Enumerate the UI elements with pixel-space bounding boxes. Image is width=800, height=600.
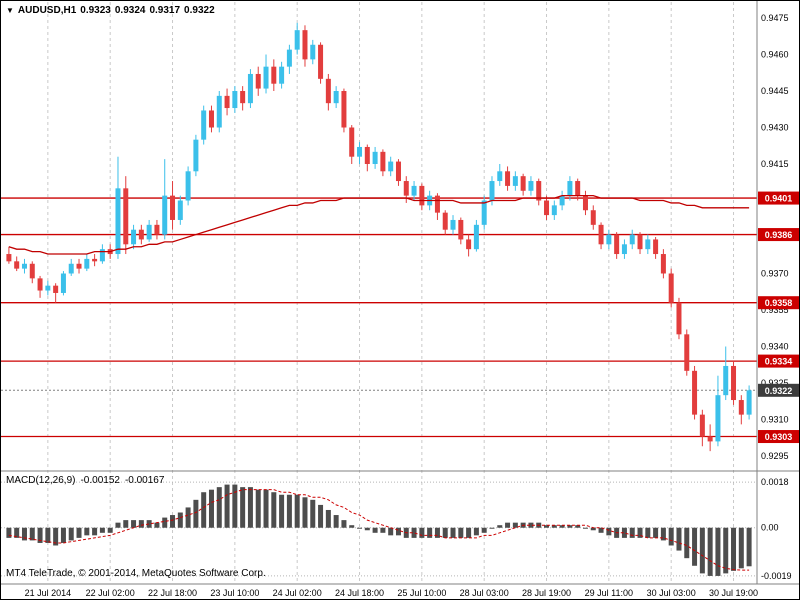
- macd-signal-value: -0.00167: [124, 475, 165, 486]
- close-value: 0.9322: [184, 5, 215, 16]
- current-price-tag: 0.9322: [758, 383, 799, 397]
- time-label: 29 Jul 11:00: [585, 588, 633, 598]
- macd-axis-tick: -0.0019: [761, 571, 792, 581]
- price-tick: 0.9325: [761, 378, 789, 388]
- time-label: 24 Jul 18:00: [335, 588, 384, 598]
- macd-indicator-label: MACD(12,26,9) -0.00152 -0.00167: [6, 475, 169, 486]
- copyright-watermark: MT4 TeleTrade, © 2001-2014, MetaQuotes S…: [6, 568, 266, 579]
- candlestick-series: [6, 22, 752, 452]
- time-label: 22 Jul 18:00: [148, 588, 197, 598]
- price-tick: 0.9430: [761, 123, 789, 133]
- svg-text:0.9386: 0.9386: [765, 230, 793, 240]
- moving-average-line: [8, 194, 750, 255]
- time-label: 23 Jul 10:00: [210, 588, 259, 598]
- svg-text:0.9334: 0.9334: [765, 357, 793, 367]
- price-tick: 0.9310: [761, 415, 789, 425]
- price-level-tag: [758, 191, 799, 205]
- price-tick: 0.9340: [761, 342, 789, 352]
- price-level-tag: [758, 354, 799, 368]
- time-label: 30 Jul 03:00: [647, 588, 696, 598]
- price-level-tag: [758, 228, 799, 242]
- symbol-timeframe-label: AUDUSD,H1: [17, 5, 77, 16]
- chart-ohlc-header: ▼ AUDUSD,H1 0.9323 0.9324 0.9317 0.9322: [6, 5, 219, 16]
- svg-text:0.9401: 0.9401: [765, 194, 793, 204]
- time-label: 30 Jul 19:00: [709, 588, 758, 598]
- price-tick: 0.9370: [761, 269, 789, 279]
- level-price-tags: 0.9401 0.9386 0.9358 0.9334 0.9303: [758, 191, 799, 444]
- time-label: 25 Jul 10:00: [397, 588, 446, 598]
- time-label: 28 Jul 03:00: [460, 588, 509, 598]
- price-tick: 0.9415: [761, 159, 789, 169]
- time-label: 22 Jul 02:00: [86, 588, 135, 598]
- macd-title: MACD(12,26,9): [6, 475, 76, 486]
- svg-text:0.9358: 0.9358: [765, 298, 793, 308]
- macd-axis-tick: 0.00: [761, 523, 779, 533]
- time-label: 28 Jul 19:00: [522, 588, 571, 598]
- macd-axis-tick: 0.0018: [761, 477, 789, 487]
- time-label: 21 Jul 2014: [25, 588, 72, 598]
- price-tick: 0.9475: [761, 13, 789, 23]
- price-tick: 0.9445: [761, 86, 789, 96]
- price-level-tag: [758, 430, 799, 444]
- price-pane-surface[interactable]: [1, 1, 757, 471]
- low-value: 0.9317: [149, 5, 181, 16]
- price-tick: 0.9295: [761, 451, 789, 461]
- time-labels: 21 Jul 2014 22 Jul 02:00 22 Jul 18:00 23 Ju…: [25, 588, 758, 598]
- macd-signal-line: [8, 489, 750, 571]
- svg-text:0.9303: 0.9303: [765, 432, 793, 442]
- open-value: 0.9323: [80, 5, 111, 16]
- price-tick: 0.9460: [761, 50, 789, 60]
- price-tick: 0.9355: [761, 305, 789, 315]
- dropdown-triangle-icon: ▼: [6, 6, 14, 15]
- macd-main-value: -0.00152: [80, 475, 120, 486]
- time-label: 24 Jul 02:00: [273, 588, 322, 598]
- price-level-tag: [758, 296, 799, 310]
- high-value: 0.9324: [114, 5, 146, 16]
- svg-text:0.9322: 0.9322: [765, 386, 793, 396]
